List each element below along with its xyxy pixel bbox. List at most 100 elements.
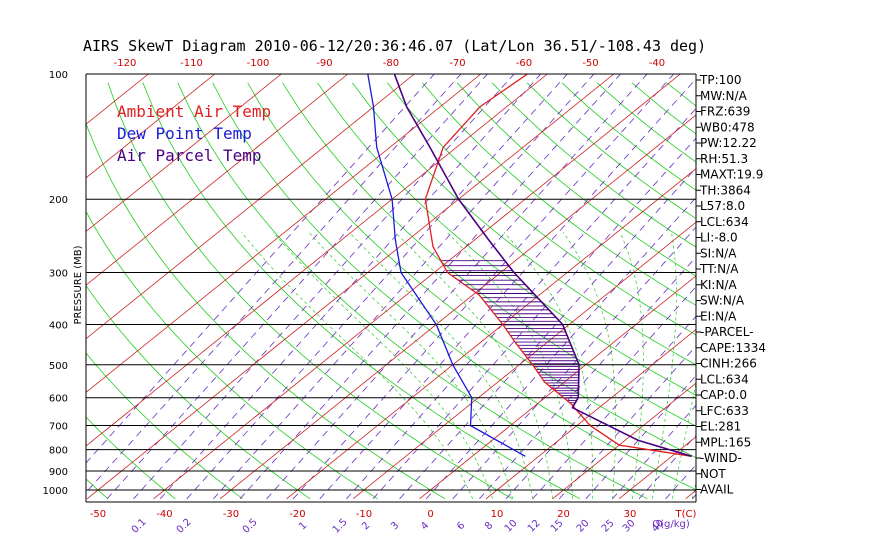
index-item: LCL:634 [700, 372, 749, 386]
mixing-ratio-label: 12 [526, 518, 543, 535]
moist-adiabat-line [446, 231, 573, 499]
mixing-ratio-label: 8 [483, 520, 495, 532]
moist-adiabat-line [503, 231, 594, 499]
profile-layer [367, 74, 692, 458]
moist-adiabat-line [272, 231, 494, 499]
dry-adiabat-line [317, 82, 696, 396]
index-item: CAP:0.0 [700, 388, 747, 402]
dry-adiabat-line [421, 82, 696, 306]
dewpoint-temp-line [367, 74, 526, 457]
bottom-axis-unit: T(C) [675, 509, 697, 520]
mixing-ratio-label: 1.5 [331, 517, 350, 536]
index-item: NOT [700, 467, 726, 481]
top-temp-tick-label: -90 [316, 58, 332, 69]
dry-adiabat-line [86, 352, 244, 500]
index-item: MW:N/A [700, 89, 748, 103]
pressure-tick-label: 900 [49, 467, 68, 478]
isotherm-line [86, 74, 615, 500]
isotherm-line [0, 74, 82, 499]
index-item: FRZ:639 [700, 105, 750, 119]
bottom-temp-tick-label: -30 [223, 509, 239, 520]
moist-adiabat-line [349, 231, 533, 499]
mixing-ratio-label: 0.1 [130, 517, 149, 536]
mixing-ratio-line [505, 286, 696, 500]
isotherm-line [86, 74, 415, 340]
pressure-tick-label: 300 [49, 268, 68, 279]
index-item: LCL:634 [700, 215, 749, 229]
parcel-temp-line [393, 74, 692, 458]
moist-adiabat-line [562, 231, 617, 499]
dry-adiabat-line [86, 416, 176, 500]
moist-adiabat-line [651, 232, 677, 499]
mixing-ratio-label: 0.5 [241, 517, 260, 536]
dry-adiabat-line [86, 478, 109, 500]
top-temp-tick-label: -110 [180, 58, 203, 69]
isotherm-line [219, 114, 696, 500]
moist-adiabat-line [394, 231, 553, 499]
dry-adiabat-line [491, 82, 696, 248]
index-item: AVAIL [700, 483, 734, 497]
dry-adiabat-line [352, 82, 696, 366]
moist-adiabat-line [619, 232, 644, 499]
pressure-tick-label: 400 [49, 320, 68, 331]
dry-adiabat-line [282, 82, 696, 427]
dry-adiabat-line [0, 83, 41, 499]
isotherm-line [419, 275, 696, 500]
pressure-tick-label: 800 [49, 446, 68, 457]
dry-adiabat-line [526, 82, 696, 220]
dry-adiabat-line [456, 82, 696, 277]
index-item: -WIND- [700, 451, 742, 465]
bottom-temp-tick-label: -40 [156, 509, 172, 520]
top-temp-tick-label: -50 [582, 58, 598, 69]
grid-layer [0, 74, 870, 500]
top-temp-tick-label: -80 [383, 58, 399, 69]
isotherm-line [552, 382, 696, 500]
isotherm-line [153, 74, 681, 500]
moist-adiabat-line [308, 231, 514, 499]
pressure-tick-label: 700 [49, 422, 68, 433]
isotherm-line [352, 221, 696, 500]
bottom-temp-tick-label: -20 [289, 509, 305, 520]
isotherm-line [86, 74, 548, 447]
index-item: RH:51.3 [700, 152, 748, 166]
mixing-ratio-label: 20 [575, 518, 592, 535]
index-item: MAXT:19.9 [700, 168, 763, 182]
chart-title: AIRS SkewT Diagram 2010-06-12/20:36:46.0… [83, 37, 706, 55]
top-temp-tick-label: -120 [114, 58, 137, 69]
isotherm-line [86, 74, 482, 393]
top-temp-tick-label: -60 [516, 58, 532, 69]
legend-item: Air Parcel Temp [117, 146, 262, 165]
ambient-temp-line [424, 74, 692, 457]
mixing-ratio-label: 0.2 [175, 517, 194, 536]
index-item: CAPE:1334 [700, 341, 766, 355]
isotherm-line [86, 74, 282, 233]
dry-adiabat-line [86, 210, 378, 500]
cape-hatch [440, 260, 580, 406]
pressure-tick-label: 1000 [43, 486, 68, 497]
mixing-ratio-label: 6 [455, 520, 467, 532]
index-item: SW:N/A [700, 294, 745, 308]
dry-adiabat-line [772, 83, 870, 499]
isotherm-line [752, 74, 870, 499]
index-item: L57:8.0 [700, 199, 745, 213]
index-item: PW:12.22 [700, 136, 757, 150]
bottom-temp-tick-label: 10 [491, 509, 504, 520]
index-item: -PARCEL- [700, 325, 754, 339]
index-item: WB0:478 [700, 120, 755, 134]
index-item: MPL:165 [700, 435, 751, 449]
dry-adiabat-line [387, 82, 696, 336]
legend-item: Ambient Air Temp [117, 102, 271, 121]
mixing-ratio-label: 1 [297, 520, 309, 532]
bottom-temp-tick-label: 30 [624, 509, 637, 520]
index-item: TH:3864 [699, 183, 751, 197]
index-item: CINH:266 [700, 357, 757, 371]
index-item: TP:100 [699, 73, 742, 87]
isotherm-line [0, 74, 15, 499]
legend: Ambient Air Temp Dew Point Temp Air Parcel… [117, 102, 271, 165]
mixing-ratio-label: 15 [549, 518, 566, 535]
pressure-tick-label: 100 [49, 70, 68, 81]
mixing-ratio-label: 4 [419, 520, 431, 532]
mixing-ratio-label: 3 [389, 520, 401, 532]
bottom-temp-tick-label: 0 [427, 509, 433, 520]
